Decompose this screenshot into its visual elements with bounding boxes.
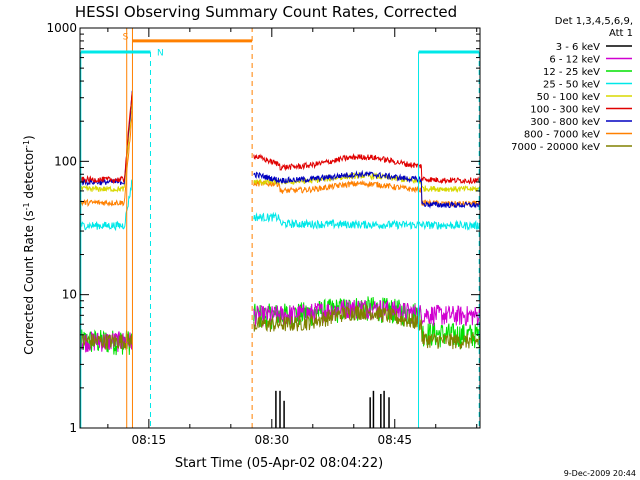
legend-title-line-1: Att 1 [609,28,633,39]
chart-title: HESSI Observing Summary Count Rates, Cor… [75,3,457,21]
series-7000-20000-kev-line-1 [79,333,133,351]
legend-label-7: 800 - 7000 keV [524,130,600,141]
legend-label-4: 50 - 100 keV [537,92,601,103]
legend: Det 1,3,4,5,6,9,Att 1 3 - 6 keV 6 - 12 keV… [511,16,633,153]
legend-label-6: 300 - 800 keV [530,117,600,128]
series-300-800-kev-line-1 [79,90,133,187]
series-7000-20000-kev-line-2 [253,303,481,350]
y-tick-label-100: 100 [54,154,77,168]
legend-label-8: 7000 - 20000 keV [511,142,600,153]
legend-label-3: 25 - 50 keV [543,80,600,91]
x-axis-label: Start Time (05-Apr-02 08:04:22) [175,456,383,471]
legend-label-5: 100 - 300 keV [530,105,600,116]
series-50-100-kev-line-1 [79,99,133,193]
y-tick-label-1: 1 [69,421,77,435]
timestamp: 9-Dec-2009 20:44 [564,469,636,478]
legend-title-line-0: Det 1,3,4,5,6,9, [555,16,633,27]
x-tick-label-0815: 08:15 [132,433,167,447]
series-300-800-kev-line-2 [253,169,481,209]
series-100-300-kev-line-1 [79,92,133,185]
axes-layer: 1 10 100 1000 08:15 08:30 08:45 [46,21,481,447]
legend-label-2: 12 - 25 keV [543,67,600,78]
legend-label-1: 6 - 12 keV [549,55,600,66]
series-800-7000-kev-line-2 [253,179,480,208]
x-tick-label-0830: 08:30 [255,433,290,447]
y-tick-label-10: 10 [62,288,77,302]
y-tick-label-1000: 1000 [46,21,77,35]
plot-layer: SN [79,28,481,428]
x-tick-label-0845: 08:45 [377,433,412,447]
series-25-50-kev-line-1 [79,178,133,232]
legend-label-0: 3 - 6 keV [556,42,600,53]
y-axis-label: Corrected Count Rate (s-1 detector-1) [22,135,37,354]
series-800-7000-kev-line-1 [79,110,133,207]
series-25-50-kev-line-2 [253,211,481,231]
series-100-300-kev-line-2 [253,152,481,185]
flag-label-n: N [157,49,164,59]
plot-frame [79,27,481,429]
flag-label-s: S [123,32,129,42]
